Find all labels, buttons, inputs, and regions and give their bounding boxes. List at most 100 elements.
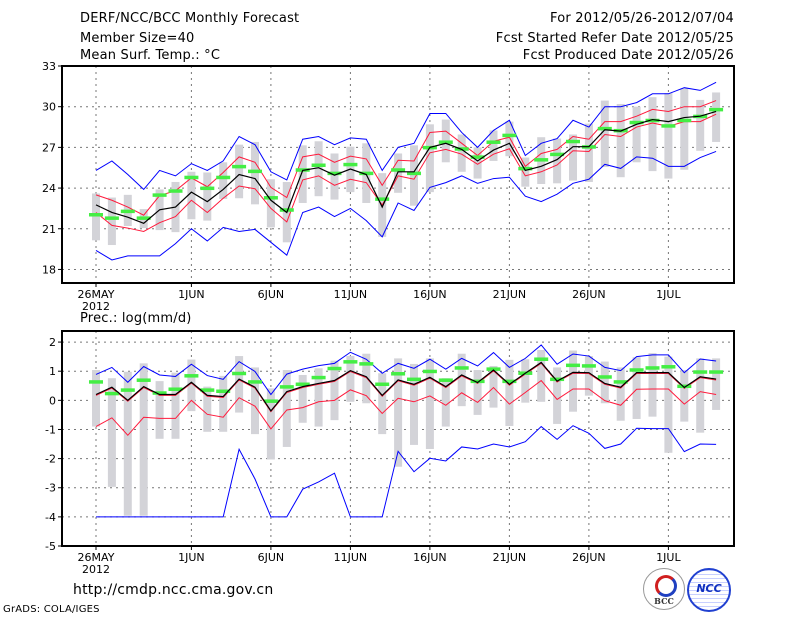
highlight-marker [645,118,660,123]
highlight-marker [327,171,342,176]
ensemble-mean-line [95,110,717,225]
bcc-emblem-icon [655,575,677,597]
highlight-marker [168,387,183,391]
highlight-marker [375,197,390,201]
y-tick-label: -1 [45,423,56,436]
ensemble-range-bar [712,358,721,410]
ensemble-range-bar [457,353,466,407]
highlight-marker [104,391,119,396]
ncc-logo-text: NCC [696,582,722,595]
grads-credit: GrADS: COLA/IGES [3,604,100,615]
highlight-marker [677,384,692,389]
highlight-marker [550,377,565,382]
highlight-marker [597,126,612,131]
ensemble-range-bar [107,378,116,487]
highlight-marker [709,107,724,112]
ensemble-range-bar [187,171,196,220]
highlight-marker [279,208,294,212]
ensemble-range-bar [648,353,657,417]
highlight-marker [502,379,517,384]
ensemble-range-bar [664,356,673,453]
ensemble-range-bar [203,386,212,432]
highlight-marker [263,399,278,403]
x-tick-label: 16JUN [413,551,447,564]
chart-title: DERF/NCC/BCC Monthly Forecast [80,11,300,26]
x-tick-label: 26JUN [572,551,606,564]
x-tick-label: 6JUN [258,551,285,564]
x-tick-label: 1JUN [178,288,205,301]
highlight-marker [216,389,231,394]
highlight-marker [232,164,247,169]
ensemble-range-bar [330,360,339,421]
ensemble-range-bar [441,378,450,427]
highlight-marker [311,163,326,168]
highlight-marker [279,385,294,389]
website-link[interactable]: http://cmdp.ncc.cma.gov.cn [73,582,274,598]
highlight-marker [407,171,421,176]
ensemble-range-bar [330,153,339,200]
highlight-marker [534,158,549,162]
x-tick-label: 26MAY [78,288,115,301]
y-tick-label: 21 [42,223,56,236]
x-tick-year-label: 2012 [82,300,110,313]
y-tick-label: 0 [49,394,56,407]
highlight-marker [629,120,644,125]
highlight-marker [470,379,485,384]
ensemble-range-bar [648,97,657,172]
highlight-marker [407,377,421,382]
ensemble-range-bar [425,358,434,449]
spread-lower-line [95,379,717,437]
y-tick-label: 27 [42,141,56,154]
plot-frame [61,65,735,284]
highlight-marker [359,171,374,176]
ensemble-range-bar [251,367,259,435]
highlight-marker [566,363,580,368]
ensemble-range-bar [537,349,546,402]
x-tick-label: 21JUN [493,551,527,564]
ensemble-range-bar [92,193,100,241]
ensemble-range-bar [266,388,275,460]
highlight-marker [709,370,724,374]
ensemble-range-bar [235,144,244,199]
highlight-marker [232,371,247,376]
highlight-marker [104,216,119,220]
ensemble-range-bar [203,172,212,221]
y-tick-label: -4 [45,511,56,524]
highlight-marker [184,374,199,378]
ensemble-min-line [95,150,717,261]
ensemble-range-bar [696,358,705,433]
ensemble-range-bar [425,124,434,193]
highlight-marker [200,186,215,191]
ensemble-range-bar [219,375,228,432]
y-tick-label: -3 [45,482,56,495]
ensemble-range-bar [266,179,275,228]
ensemble-range-bar [616,367,625,421]
ensemble-range-bar [712,92,721,142]
forecast-started-date: Fcst Started Refer Date 2012/05/25 [495,31,734,46]
ensemble-range-bar [584,356,593,396]
x-tick-label: 11JUN [334,551,368,564]
highlight-marker [295,382,310,387]
y-tick-label: 30 [42,101,56,114]
highlight-marker [438,140,453,144]
highlight-marker [375,382,390,387]
y-tick-label: 1 [49,365,56,378]
x-tick-year-label: 2012 [82,563,110,576]
ensemble-range-bar [521,359,530,403]
precip-panel-title: Prec.: log(mm/d) [80,311,192,326]
highlight-marker [518,166,533,171]
ensemble-range-bar [314,141,323,197]
highlight-marker [550,152,565,157]
member-size: Member Size=40 [80,31,195,46]
ensemble-range-bar [473,147,482,179]
y-tick-label: 2 [49,336,56,349]
highlight-marker [438,378,453,382]
highlight-marker [89,213,103,217]
ensemble-range-bar [394,358,403,467]
y-tick-label: 18 [42,263,56,276]
x-tick-label: 1JUL [656,288,681,301]
highlight-marker [391,168,406,172]
ensemble-range-bar [282,370,291,447]
spread-upper-line [95,362,717,413]
